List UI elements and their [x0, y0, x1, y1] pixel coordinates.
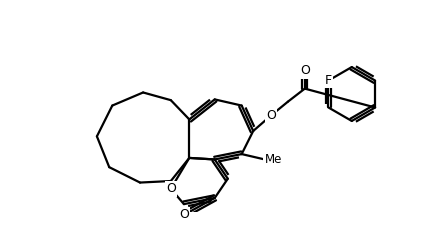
Text: Me: Me [265, 153, 282, 166]
Text: O: O [266, 109, 276, 122]
Text: O: O [166, 182, 176, 195]
Text: O: O [300, 64, 310, 77]
Text: O: O [179, 208, 189, 221]
Text: F: F [325, 74, 332, 87]
